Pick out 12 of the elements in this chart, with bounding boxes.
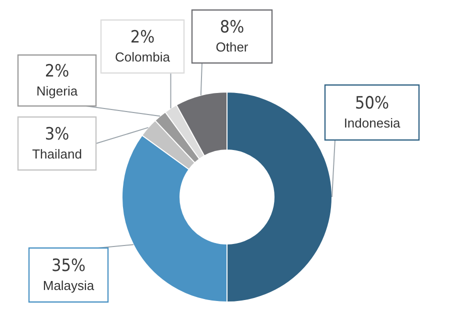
slice-label: Nigeria bbox=[36, 84, 78, 98]
slice-label: Indonesia bbox=[344, 116, 401, 130]
slice-label: Thailand bbox=[32, 146, 82, 162]
data-label: 50% bbox=[355, 94, 389, 114]
data-label: 35% bbox=[52, 256, 86, 276]
slice-label: Colombia bbox=[115, 50, 171, 64]
slice-label: Malaysia bbox=[42, 278, 95, 293]
data-label: 3% bbox=[44, 124, 70, 144]
data-label: 2% bbox=[44, 62, 70, 82]
data-label: 8% bbox=[220, 18, 244, 38]
data-label: 2% bbox=[130, 28, 155, 48]
slice-label: Other bbox=[216, 40, 249, 54]
